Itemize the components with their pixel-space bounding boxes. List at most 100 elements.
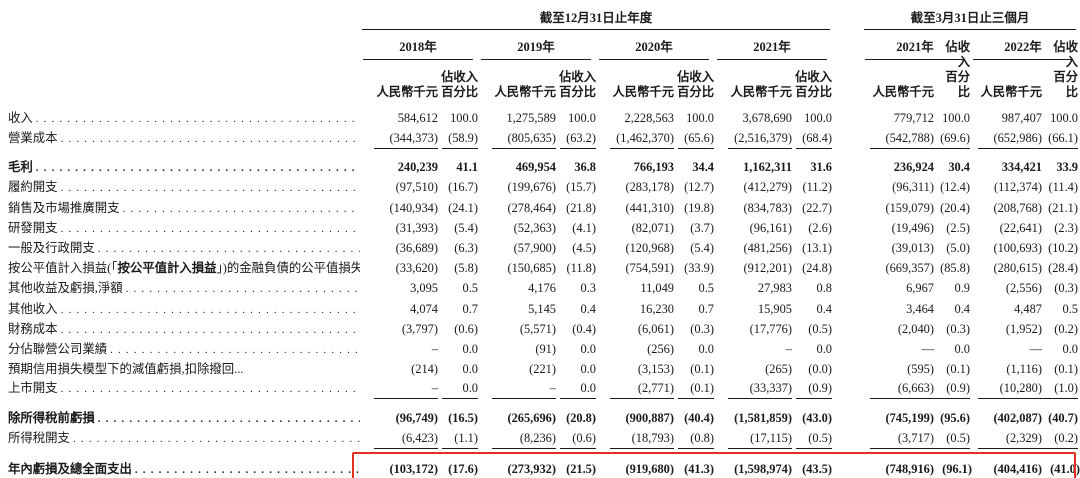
amount-cell: (273,932) bbox=[478, 453, 556, 478]
amount-cell: (159,079) bbox=[862, 198, 934, 218]
value-text: (150,685) bbox=[507, 261, 556, 276]
row-label: 所得稅開支 bbox=[8, 428, 360, 453]
value-text: – bbox=[785, 341, 792, 356]
value-text: (4.1) bbox=[572, 220, 596, 235]
value-text: (112,374) bbox=[993, 180, 1042, 195]
percent-cell: (96.1) bbox=[934, 453, 972, 478]
value-text: 6,967 bbox=[906, 281, 934, 296]
percent-cell: (2.5) bbox=[934, 218, 970, 238]
value-text: – bbox=[374, 380, 438, 400]
percent-cell: 0.0 bbox=[438, 379, 478, 404]
amount-cell: 334,421 bbox=[970, 153, 1042, 178]
amount-cell: 4,487 bbox=[970, 299, 1042, 319]
percent-col-header: 佔收入 百分比 bbox=[795, 70, 832, 99]
value-text: 0.0 bbox=[698, 341, 715, 356]
amount-cell: 987,407 bbox=[970, 108, 1042, 128]
amount-cell: (33,337) bbox=[714, 379, 792, 404]
percent-cell: 34.4 bbox=[674, 153, 714, 178]
amount-cell: – bbox=[360, 339, 438, 359]
amount-cell: (6,061) bbox=[596, 319, 674, 339]
value-text: 100.0 bbox=[1050, 110, 1078, 125]
percent-cell: (0.3) bbox=[1042, 279, 1078, 299]
amount-cell: (265,696) bbox=[478, 403, 556, 428]
row-label-text: 毛利 bbox=[8, 160, 33, 175]
value-text: (20.4) bbox=[940, 200, 970, 215]
percent-cell: 0.0 bbox=[1042, 339, 1079, 359]
percent-cell: 0.4 bbox=[556, 299, 597, 319]
value-text: 100.0 bbox=[804, 110, 832, 125]
row-label-text: 財務成本 bbox=[8, 321, 58, 336]
value-text: – bbox=[431, 341, 438, 356]
amount-cell: (265) bbox=[714, 360, 792, 379]
value-text: (6,061) bbox=[637, 321, 674, 336]
value-text: 27,983 bbox=[757, 281, 792, 296]
amount-cell: 6,967 bbox=[862, 279, 934, 299]
value-text: (2,329) bbox=[978, 430, 1042, 450]
value-text: (17.6) bbox=[440, 461, 478, 478]
value-text: (19.8) bbox=[684, 200, 714, 215]
percent-cell: (40.7) bbox=[1042, 403, 1078, 428]
amount-cell: (3,797) bbox=[360, 319, 438, 339]
percent-cell: (43.5) bbox=[792, 453, 832, 478]
value-text: (33,337) bbox=[728, 380, 792, 400]
value-text: 4,176 bbox=[528, 281, 556, 296]
row-label: 上市開支 bbox=[8, 379, 360, 404]
value-text: (1,581,859) bbox=[734, 410, 792, 425]
value-text: (85.8) bbox=[940, 261, 970, 276]
row-label: 收入 bbox=[8, 108, 360, 128]
amount-cell: (31,393) bbox=[360, 218, 438, 238]
amount-cell: 1,162,311 bbox=[714, 153, 792, 178]
value-text: (21.5) bbox=[558, 461, 596, 478]
value-text: (15.7) bbox=[566, 180, 596, 195]
amount-cell: (100,693) bbox=[970, 238, 1042, 258]
amount-cell: (3,153) bbox=[596, 360, 674, 379]
percent-cell: (4.5) bbox=[556, 238, 596, 258]
amount-cell: 469,954 bbox=[478, 153, 556, 178]
amount-cell: (39,013) bbox=[862, 238, 934, 258]
amount-cell: 5,145 bbox=[478, 299, 556, 319]
amount-cell: (18,793) bbox=[596, 428, 674, 453]
amount-cell: – bbox=[478, 379, 556, 404]
value-text: 0.7 bbox=[462, 301, 479, 316]
value-text: (40.4) bbox=[684, 410, 714, 425]
percent-cell: (68.4) bbox=[792, 128, 832, 153]
value-text: (11.8) bbox=[566, 261, 596, 276]
value-text: 33.9 bbox=[1056, 160, 1078, 175]
row-label-text: 營業成本 bbox=[8, 130, 58, 145]
amount-cell: (221) bbox=[478, 360, 556, 379]
value-text: (2.5) bbox=[946, 220, 970, 235]
percent-cell: (63.2) bbox=[556, 128, 596, 153]
value-text: 41.1 bbox=[456, 160, 478, 175]
value-text: 1,275,589 bbox=[506, 110, 556, 125]
percent-cell: (0.2) bbox=[1042, 319, 1078, 339]
percent-cell: (43.0) bbox=[792, 403, 832, 428]
percent-cell: 0.5 bbox=[1042, 299, 1079, 319]
value-text: 0.0 bbox=[580, 362, 597, 377]
row-label: 除所得稅前虧損 bbox=[8, 403, 360, 428]
amount-cell: 3,464 bbox=[862, 299, 934, 319]
value-text: (2,040) bbox=[897, 321, 934, 336]
percent-cell: (4.1) bbox=[556, 218, 596, 238]
value-text: (404,416) bbox=[978, 461, 1042, 478]
value-text: 0.5 bbox=[462, 281, 479, 296]
amount-cell: 11,049 bbox=[596, 279, 674, 299]
percent-cell: (33.9) bbox=[674, 259, 714, 279]
value-text: (28.4) bbox=[1048, 261, 1078, 276]
row-label-text: 所得稅開支 bbox=[8, 431, 70, 446]
value-text: (265,696) bbox=[507, 410, 556, 425]
value-text: (1.1) bbox=[442, 430, 478, 450]
value-text: (65.6) bbox=[678, 130, 714, 149]
value-text: (96.1) bbox=[934, 461, 972, 478]
percent-col-header: 佔收入 百分比 bbox=[559, 70, 596, 99]
value-text: 100.0 bbox=[686, 110, 714, 125]
percent-cell: (17.6) bbox=[438, 453, 478, 478]
amount-cell: (256) bbox=[596, 339, 674, 359]
percent-cell: 0.7 bbox=[674, 299, 715, 319]
amount-cell: (96,161) bbox=[714, 218, 792, 238]
value-text: (33.9) bbox=[684, 261, 714, 276]
value-text: (754,591) bbox=[625, 261, 674, 276]
amount-cell: 16,230 bbox=[596, 299, 674, 319]
value-text: (283,178) bbox=[625, 180, 674, 195]
value-text: (280,615) bbox=[993, 261, 1042, 276]
value-text: 0.0 bbox=[1062, 341, 1079, 356]
